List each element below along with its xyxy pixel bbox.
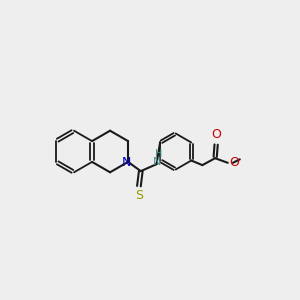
Text: H: H: [154, 149, 162, 159]
Text: N: N: [153, 157, 161, 167]
Text: O: O: [229, 156, 239, 169]
Text: N: N: [122, 156, 132, 169]
Text: S: S: [135, 189, 143, 202]
Text: O: O: [211, 128, 221, 141]
